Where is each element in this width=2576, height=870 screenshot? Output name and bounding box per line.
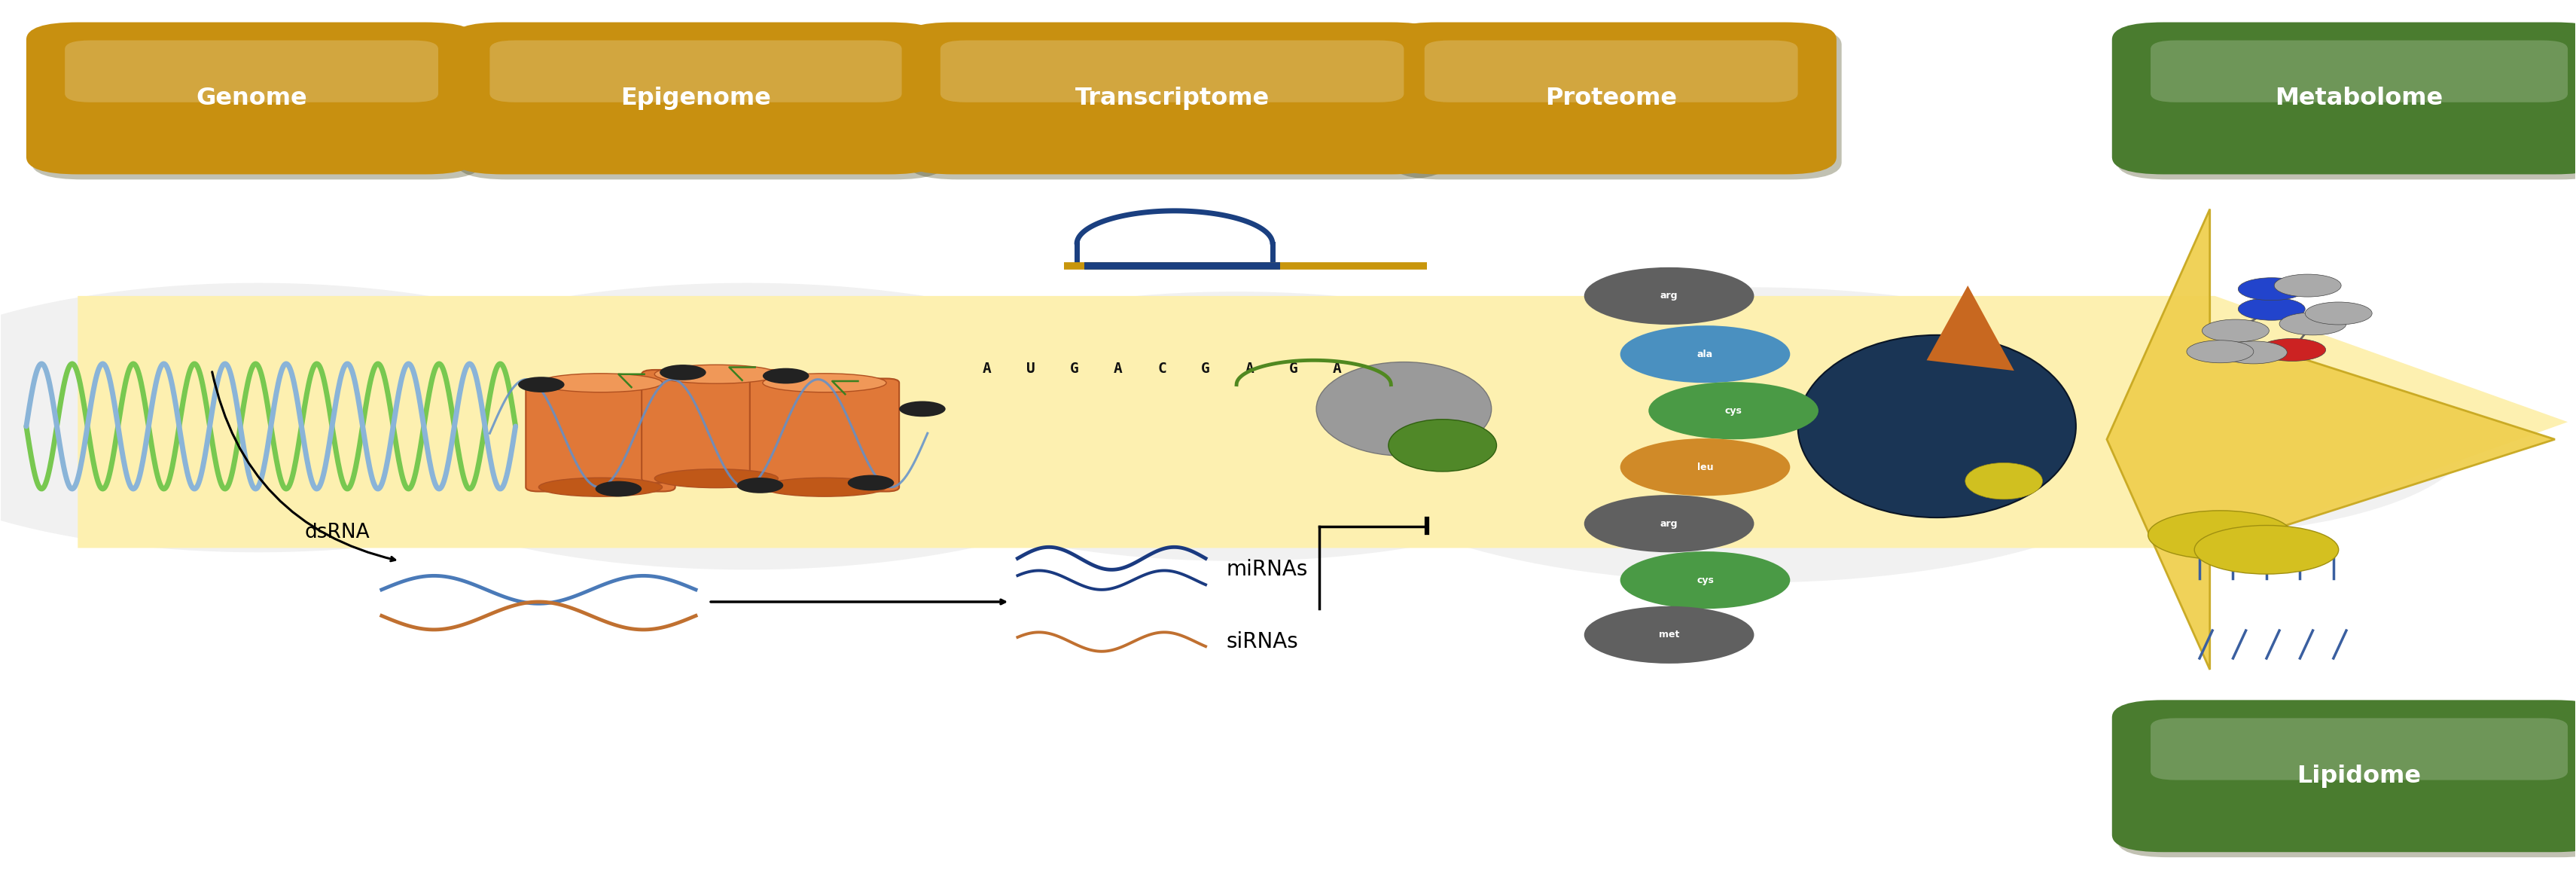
Text: A: A: [1244, 362, 1255, 376]
Circle shape: [2148, 511, 2293, 559]
Circle shape: [1880, 335, 2473, 535]
Text: Metabolome: Metabolome: [2275, 87, 2442, 110]
FancyBboxPatch shape: [451, 23, 940, 174]
Circle shape: [1649, 382, 1819, 439]
FancyBboxPatch shape: [2112, 700, 2576, 852]
FancyBboxPatch shape: [940, 40, 1404, 103]
Circle shape: [2239, 298, 2306, 320]
Ellipse shape: [1965, 463, 2043, 499]
FancyBboxPatch shape: [2117, 706, 2576, 857]
Text: miRNAs: miRNAs: [1226, 559, 1309, 580]
Text: C: C: [1157, 362, 1167, 376]
Circle shape: [0, 283, 657, 552]
Text: arg: arg: [1662, 519, 1677, 529]
FancyBboxPatch shape: [526, 378, 675, 492]
Text: U: U: [1025, 362, 1036, 376]
FancyBboxPatch shape: [1386, 23, 1837, 174]
Circle shape: [737, 478, 783, 493]
Circle shape: [2280, 312, 2347, 335]
Text: A: A: [981, 362, 992, 376]
FancyBboxPatch shape: [641, 370, 791, 483]
Circle shape: [1620, 325, 1790, 383]
Ellipse shape: [762, 373, 886, 392]
Circle shape: [518, 377, 564, 392]
Ellipse shape: [1316, 362, 1492, 456]
Circle shape: [595, 481, 641, 497]
FancyBboxPatch shape: [2112, 23, 2576, 174]
Text: ala: ala: [1698, 349, 1713, 359]
Circle shape: [1584, 267, 1754, 325]
Circle shape: [2306, 302, 2372, 325]
Circle shape: [2259, 338, 2326, 361]
Text: met: met: [1659, 630, 1680, 639]
Text: cys: cys: [1726, 405, 1741, 416]
FancyBboxPatch shape: [26, 23, 477, 174]
Circle shape: [899, 401, 945, 417]
Circle shape: [1584, 495, 1754, 552]
Text: siRNAs: siRNAs: [1226, 632, 1298, 652]
FancyBboxPatch shape: [31, 28, 482, 179]
Ellipse shape: [538, 373, 662, 392]
Ellipse shape: [762, 478, 886, 497]
Text: dsRNA: dsRNA: [304, 523, 368, 542]
Ellipse shape: [1388, 419, 1497, 472]
FancyBboxPatch shape: [2151, 718, 2568, 780]
FancyBboxPatch shape: [456, 28, 945, 179]
Circle shape: [2239, 278, 2306, 300]
FancyBboxPatch shape: [489, 40, 902, 103]
Text: Genome: Genome: [196, 87, 307, 110]
Text: arg: arg: [1662, 291, 1677, 301]
Text: cys: cys: [1698, 575, 1713, 585]
FancyBboxPatch shape: [2151, 40, 2568, 103]
Text: Transcriptome: Transcriptome: [1074, 87, 1270, 110]
Text: Proteome: Proteome: [1546, 87, 1677, 110]
Polygon shape: [2107, 209, 2555, 670]
Text: Lipidome: Lipidome: [2298, 765, 2421, 787]
FancyBboxPatch shape: [750, 378, 899, 492]
Polygon shape: [1927, 285, 2014, 371]
Text: A: A: [1113, 362, 1123, 376]
Text: G: G: [1069, 362, 1079, 376]
Circle shape: [848, 475, 894, 491]
Ellipse shape: [538, 478, 662, 497]
Text: G: G: [1288, 362, 1298, 376]
Circle shape: [659, 365, 706, 380]
Circle shape: [1620, 438, 1790, 496]
Text: G: G: [1200, 362, 1211, 376]
FancyBboxPatch shape: [902, 23, 1443, 174]
Circle shape: [2195, 525, 2339, 574]
Circle shape: [1314, 287, 2190, 583]
FancyBboxPatch shape: [1391, 28, 1842, 179]
Circle shape: [1620, 552, 1790, 609]
Circle shape: [762, 368, 809, 384]
Circle shape: [2202, 319, 2269, 342]
Circle shape: [837, 291, 1636, 561]
FancyBboxPatch shape: [2117, 28, 2576, 179]
Circle shape: [2221, 341, 2287, 364]
Text: leu: leu: [1698, 462, 1713, 472]
Text: Epigenome: Epigenome: [621, 87, 770, 110]
Circle shape: [322, 283, 1172, 570]
Polygon shape: [77, 296, 2568, 548]
Ellipse shape: [1798, 335, 2076, 518]
Circle shape: [2187, 340, 2254, 363]
FancyBboxPatch shape: [907, 28, 1448, 179]
Text: A: A: [1332, 362, 1342, 376]
Ellipse shape: [654, 469, 778, 488]
FancyBboxPatch shape: [1425, 40, 1798, 103]
Circle shape: [2275, 274, 2342, 297]
Ellipse shape: [654, 365, 778, 384]
Circle shape: [1584, 606, 1754, 664]
FancyBboxPatch shape: [64, 40, 438, 103]
